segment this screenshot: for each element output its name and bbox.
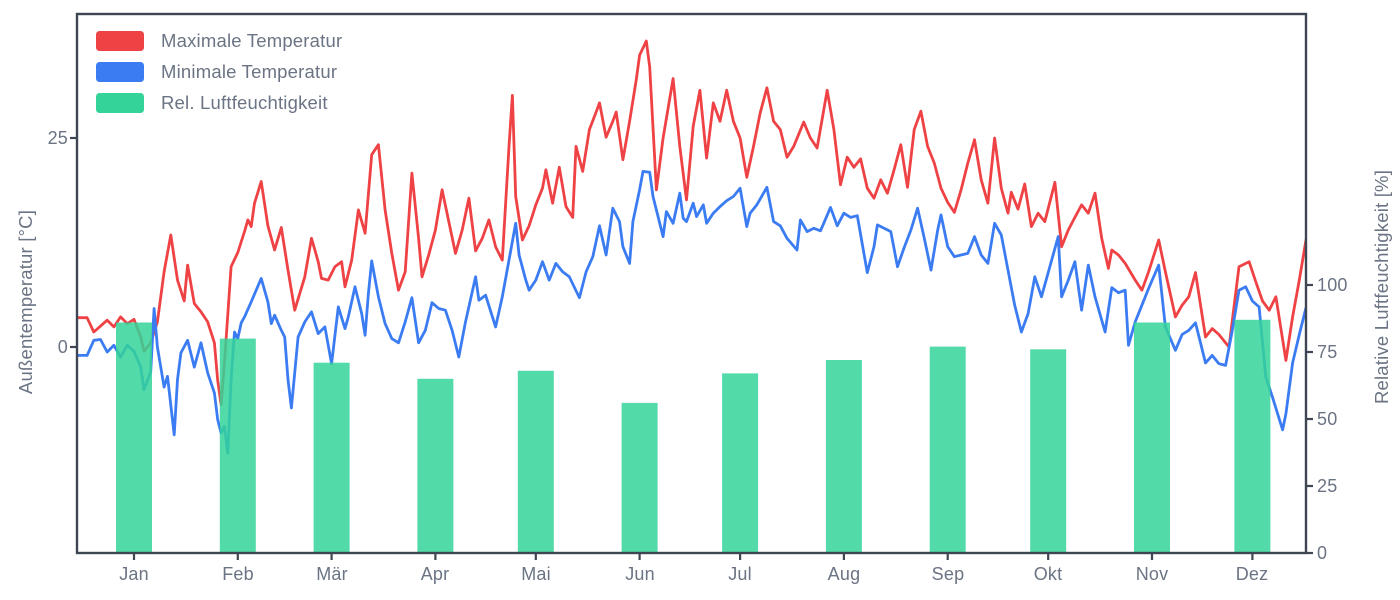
min-temp-line <box>77 170 1306 455</box>
humidity-bar <box>722 373 759 553</box>
legend-label-min-temp: Minimale Temperatur <box>161 61 338 82</box>
legend-item-min-temp: Minimale Temperatur <box>96 61 342 82</box>
max-temp-line <box>77 39 1306 407</box>
plot-frame <box>75 12 1308 555</box>
left-axis-title: Außentemperatur [°C] <box>15 209 36 395</box>
legend-item-humidity: Rel. Luftfeuchtigkeit <box>96 92 342 113</box>
humidity-bar <box>1234 319 1271 553</box>
humidity-bar <box>517 370 554 553</box>
legend-swatch-humidity-icon <box>96 93 144 113</box>
right-axis-title: Relative Luftfeuchtigkeit [%] <box>1371 169 1392 405</box>
humidity-bar <box>929 346 966 553</box>
legend-swatch-min-temp-icon <box>96 62 144 82</box>
humidity-bar <box>1134 322 1170 553</box>
humidity-bar <box>1030 349 1067 553</box>
humidity-bar <box>116 322 152 553</box>
legend-item-max-temp: Maximale Temperatur <box>96 30 343 51</box>
legend-swatch-max-temp-icon <box>96 31 144 51</box>
legend-label-humidity: Rel. Luftfeuchtigkeit <box>161 92 328 113</box>
humidity-bar <box>417 378 454 553</box>
humidity-bar <box>825 360 862 553</box>
humidity-bar <box>621 402 658 553</box>
legend-label-max-temp: Maximale Temperatur <box>161 30 343 51</box>
legend: Maximale Temperatur Minimale Temperatur … <box>96 30 343 124</box>
humidity-bar <box>313 362 350 553</box>
humidity-bar <box>219 338 256 553</box>
